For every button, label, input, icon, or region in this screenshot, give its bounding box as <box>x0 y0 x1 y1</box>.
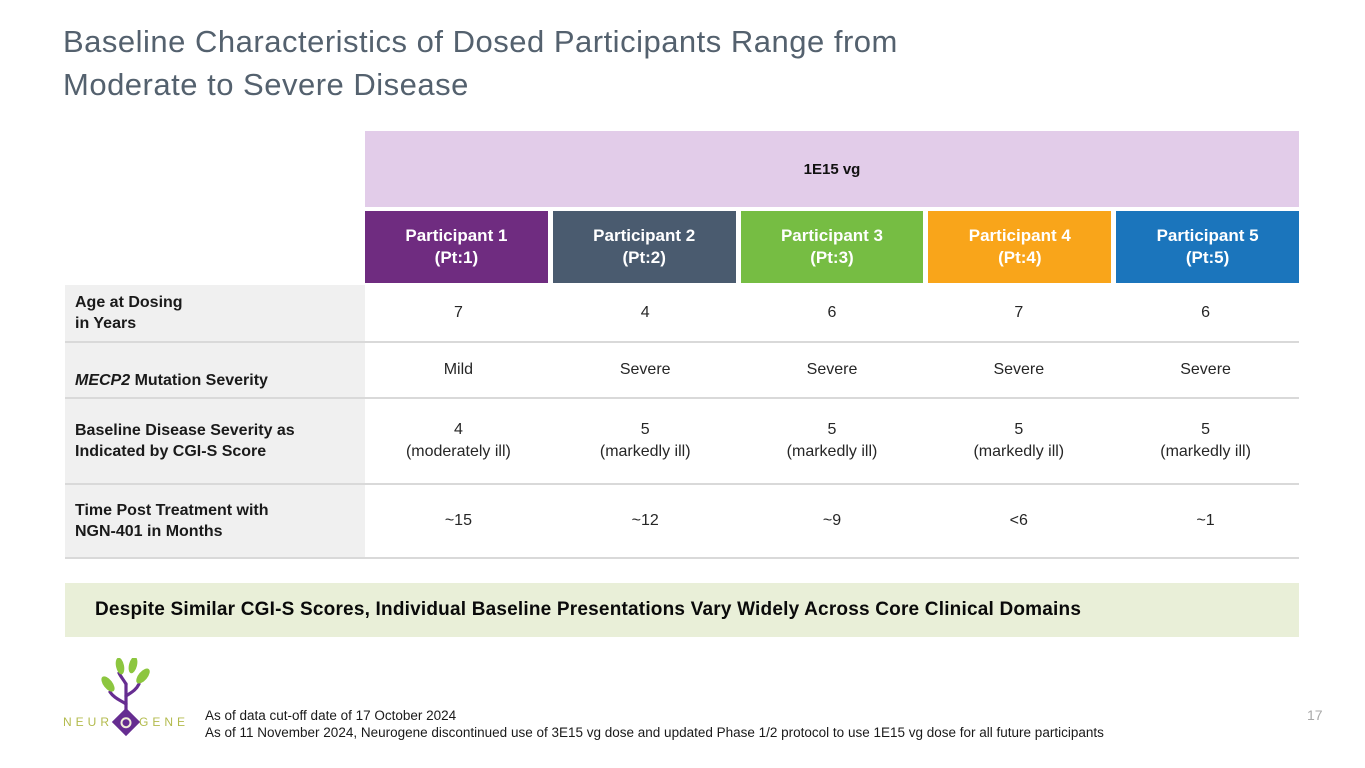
cgis-pt4: 5 (markedly ill) <box>925 399 1113 483</box>
dose-group-header: 1E15 vg <box>365 131 1299 207</box>
participant-2-label: Participant 2 <box>593 226 696 245</box>
participant-5-header: Participant 5 (Pt:5) <box>1116 211 1299 283</box>
cgis-pt5: 5 (markedly ill) <box>1112 399 1299 483</box>
mutation-pt2: Severe <box>551 343 739 397</box>
logo-text-left: NEUR <box>62 715 113 729</box>
participant-4-label: Participant 4 <box>968 226 1071 245</box>
footnote-dose-update: As of 11 November 2024, Neurogene discon… <box>205 725 1104 740</box>
participant-1-label: Participant 1 <box>405 226 508 245</box>
baseline-characteristics-table: 1E15 vg Participant 1 (Pt:1) Participant… <box>65 131 1299 559</box>
mutation-pt3: Severe <box>738 343 926 397</box>
age-pt4: 7 <box>925 285 1113 341</box>
time-pt4: <6 <box>925 485 1113 557</box>
table-body: Age at Dosing in Years 7 4 6 7 6 MECP2 M… <box>65 285 1299 559</box>
row-label-time-post-treatment: Time Post Treatment with NGN-401 in Mont… <box>65 485 365 557</box>
footnote-data-cutoff: As of data cut-off date of 17 October 20… <box>205 708 457 723</box>
participant-1-header: Participant 1 (Pt:1) <box>365 211 548 283</box>
row-label-cgis-score: Baseline Disease Severity as Indicated b… <box>65 399 365 483</box>
participant-3-sub: (Pt:3) <box>810 248 854 267</box>
neurogene-logo: NEUR GENE <box>62 658 190 737</box>
logo-text-right: GENE <box>139 715 190 729</box>
participant-1-sub: (Pt:1) <box>434 248 479 267</box>
mutation-pt5: Severe <box>1112 343 1299 397</box>
mutation-pt4: Severe <box>925 343 1113 397</box>
slide-title: Baseline Characteristics of Dosed Partic… <box>63 24 898 102</box>
neurogene-tree-icon <box>101 658 150 720</box>
cgis-pt1: 4 (moderately ill) <box>365 399 552 483</box>
logo-diamond-icon <box>111 707 141 737</box>
table-row-time-post-treatment: Time Post Treatment with NGN-401 in Mont… <box>65 483 1299 559</box>
neurogene-wordmark: NEUR GENE <box>62 707 190 737</box>
time-pt2: ~12 <box>551 485 739 557</box>
table-row-age: Age at Dosing in Years 7 4 6 7 6 <box>65 285 1299 341</box>
participant-5-sub: (Pt:5) <box>1185 248 1230 267</box>
table-row-mutation-severity: MECP2 Mutation Severity Mild Severe Seve… <box>65 341 1299 397</box>
page-number: 17 <box>1307 707 1323 723</box>
mutation-pt1: Mild <box>365 343 552 397</box>
participant-2-header: Participant 2 (Pt:2) <box>552 211 736 283</box>
mecp2-gene-name: MECP2 <box>75 372 131 389</box>
time-pt1: ~15 <box>365 485 552 557</box>
row-label-mutation-severity: MECP2 Mutation Severity <box>65 343 365 397</box>
age-pt1: 7 <box>365 285 552 341</box>
row-label-age: Age at Dosing in Years <box>65 285 365 341</box>
age-pt5: 6 <box>1112 285 1299 341</box>
participant-4-sub: (Pt:4) <box>998 248 1042 267</box>
cgis-pt3: 5 (markedly ill) <box>738 399 926 483</box>
age-pt3: 6 <box>738 285 926 341</box>
participant-3-label: Participant 3 <box>780 226 884 245</box>
participant-2-sub: (Pt:2) <box>622 248 666 267</box>
age-pt2: 4 <box>551 285 739 341</box>
cgis-pt2: 5 (markedly ill) <box>551 399 739 483</box>
time-pt3: ~9 <box>738 485 926 557</box>
time-pt5: ~1 <box>1112 485 1299 557</box>
participant-4-header: Participant 4 (Pt:4) <box>928 211 1112 283</box>
participant-header-row: Participant 1 (Pt:1) Participant 2 (Pt:2… <box>365 211 1299 283</box>
key-takeaway-banner: Despite Similar CGI-S Scores, Individual… <box>65 583 1299 637</box>
participant-5-label: Participant 5 <box>1156 226 1259 245</box>
table-row-cgis-score: Baseline Disease Severity as Indicated b… <box>65 397 1299 483</box>
footnotes: As of data cut-off date of 17 October 20… <box>205 707 1265 741</box>
participant-3-header: Participant 3 (Pt:3) <box>740 211 924 283</box>
